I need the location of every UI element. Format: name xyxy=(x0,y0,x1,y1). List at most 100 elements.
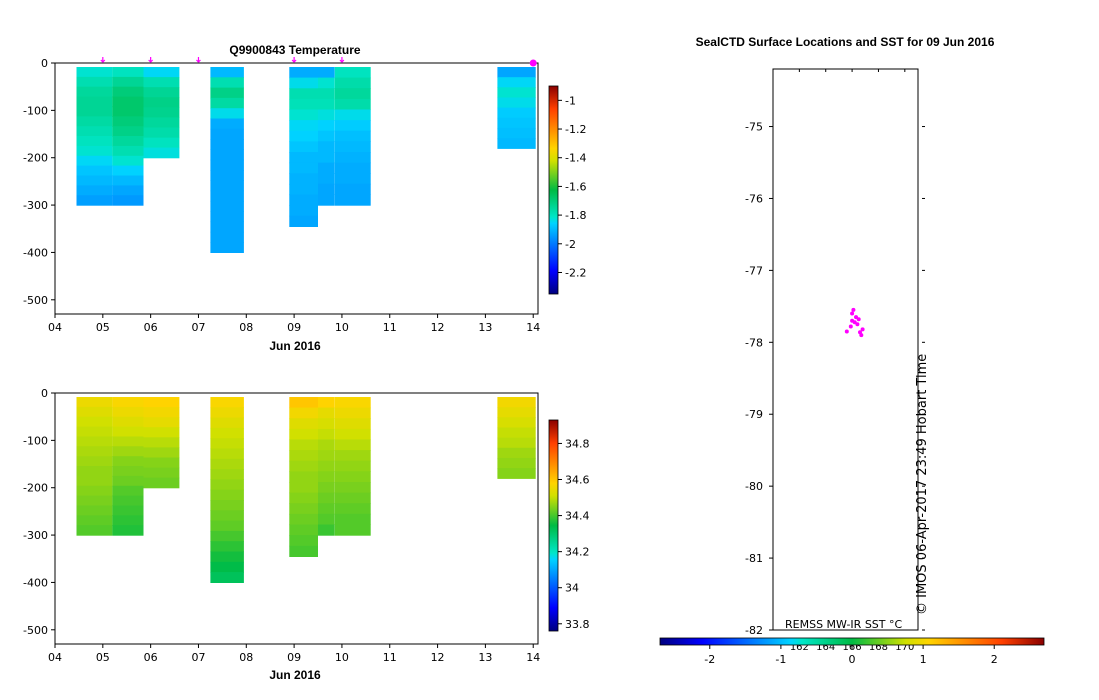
profile-cell-2-8 xyxy=(143,147,180,159)
profile-marker xyxy=(291,57,297,63)
profile-cell-5-0 xyxy=(318,397,335,409)
profile-cell-1-7 xyxy=(112,466,144,477)
lat-tick-label: -78 xyxy=(745,336,763,349)
profile-cell-7-2 xyxy=(497,87,536,99)
colorbar-tick-label: 34.4 xyxy=(565,510,590,523)
profile-cell-6-2 xyxy=(334,418,371,430)
profile-cell-7-4 xyxy=(497,437,536,449)
profile-cell-4-5 xyxy=(289,120,318,132)
profile-cell-0-8 xyxy=(76,475,113,487)
salinity-frame xyxy=(54,392,539,645)
seal-location-point xyxy=(851,307,856,312)
profile-cell-6-1 xyxy=(334,407,371,419)
profile-cell-7-4 xyxy=(497,107,536,119)
profile-cell-0-8 xyxy=(76,145,113,157)
profile-cell-1-10 xyxy=(112,165,144,177)
colorbar-tick-label: -1.6 xyxy=(565,180,586,193)
profile-cell-6-6 xyxy=(334,460,371,472)
profile-cell-0-2 xyxy=(76,86,113,98)
profile-cell-6-10 xyxy=(334,503,371,515)
profile-cell-3-4 xyxy=(210,108,244,120)
temperature-panel: Q9900843 Temperature 04 05 06 07 08 09 10 11 12 1… xyxy=(23,43,586,353)
profile-cell-0-13 xyxy=(76,525,113,536)
y-tick-label: -300 xyxy=(23,199,48,212)
profile-cell-0-3 xyxy=(76,426,113,438)
profile-cell-3-11 xyxy=(210,510,244,522)
profile-cell-4-8 xyxy=(289,152,318,164)
profile-cell-4-14 xyxy=(289,215,318,227)
profile-cell-5-12 xyxy=(318,524,335,536)
profile-cell-1-8 xyxy=(112,475,144,487)
profile-cell-4-6 xyxy=(289,130,318,142)
profile-cell-4-7 xyxy=(289,471,318,483)
profile-cell-3-10 xyxy=(210,500,244,511)
profile-cell-4-11 xyxy=(289,183,318,196)
profile-cell-4-7 xyxy=(289,141,318,153)
profile-cell-0-7 xyxy=(76,136,113,147)
profile-cell-0-12 xyxy=(76,515,113,526)
colorbar-tick-label: 34.2 xyxy=(565,546,590,559)
profile-cell-7-7 xyxy=(497,138,536,149)
profile-cell-7-3 xyxy=(497,427,536,439)
profile-cell-4-0 xyxy=(289,397,318,409)
profile-cell-3-9 xyxy=(210,159,244,171)
profile-cell-2-6 xyxy=(143,127,180,139)
x-tick-label: 08 xyxy=(239,321,253,334)
profile-cell-0-4 xyxy=(76,106,113,117)
seal-location-point xyxy=(854,315,858,320)
y-tick-label: -400 xyxy=(23,576,48,589)
y-tick-label: 0 xyxy=(41,387,48,400)
profile-cell-6-0 xyxy=(334,67,371,79)
x-tick-label: 05 xyxy=(96,651,110,664)
profile-cell-5-4 xyxy=(318,439,335,451)
salinity-xlabel: Jun 2016 xyxy=(269,668,321,682)
x-tick-label: 04 xyxy=(48,651,62,664)
salinity-colorbar xyxy=(548,419,559,632)
profile-cell-7-3 xyxy=(497,97,536,109)
profile-cell-3-16 xyxy=(210,561,244,573)
x-tick-label: 09 xyxy=(287,321,301,334)
profile-cell-5-8 xyxy=(318,152,335,164)
map-title: SealCTD Surface Locations and SST for 09… xyxy=(696,35,995,49)
profile-cell-3-5 xyxy=(210,118,244,130)
x-tick-label: 07 xyxy=(191,321,205,334)
lat-tick-label: -80 xyxy=(745,480,763,493)
colorbar-tick-label: -2 xyxy=(565,238,576,251)
profile-cell-4-2 xyxy=(289,418,318,430)
y-tick-label: -100 xyxy=(23,104,48,117)
profile-cell-3-0 xyxy=(210,67,244,78)
x-tick-label: 12 xyxy=(431,651,445,664)
y-tick-label: -200 xyxy=(23,482,48,495)
profile-cell-3-4 xyxy=(210,438,244,450)
profile-cell-5-11 xyxy=(318,513,335,525)
colorbar-tick-label: 34.6 xyxy=(565,474,590,487)
profile-cell-1-1 xyxy=(112,76,144,88)
seal-location-point xyxy=(855,322,860,327)
profile-cell-3-15 xyxy=(210,221,244,233)
profile-cell-4-4 xyxy=(289,439,318,451)
profile-cell-6-4 xyxy=(334,439,371,451)
lat-tick-label: -81 xyxy=(745,552,763,565)
y-tick-label: 0 xyxy=(41,57,48,70)
profile-cell-1-7 xyxy=(112,136,144,147)
x-tick-label: 08 xyxy=(239,651,253,664)
profile-cell-2-7 xyxy=(143,137,180,149)
profile-cell-3-6 xyxy=(210,128,244,140)
profile-cell-6-8 xyxy=(334,482,371,494)
profile-cell-1-2 xyxy=(112,86,144,98)
profile-cell-0-1 xyxy=(76,406,113,418)
y-tick-label: -400 xyxy=(23,246,48,259)
profile-cell-6-11 xyxy=(334,183,371,195)
temperature-cells xyxy=(76,67,536,253)
profile-cell-6-1 xyxy=(334,77,371,89)
profile-cell-4-9 xyxy=(289,162,318,174)
profile-cell-2-0 xyxy=(143,67,180,78)
y-tick-label: -500 xyxy=(23,294,48,307)
profile-cell-1-9 xyxy=(112,155,144,167)
profile-cell-3-11 xyxy=(210,180,244,192)
profile-cell-6-3 xyxy=(334,428,371,441)
profile-cell-3-17 xyxy=(210,242,244,253)
profile-cell-4-2 xyxy=(289,88,318,100)
profile-cell-3-8 xyxy=(210,479,244,491)
